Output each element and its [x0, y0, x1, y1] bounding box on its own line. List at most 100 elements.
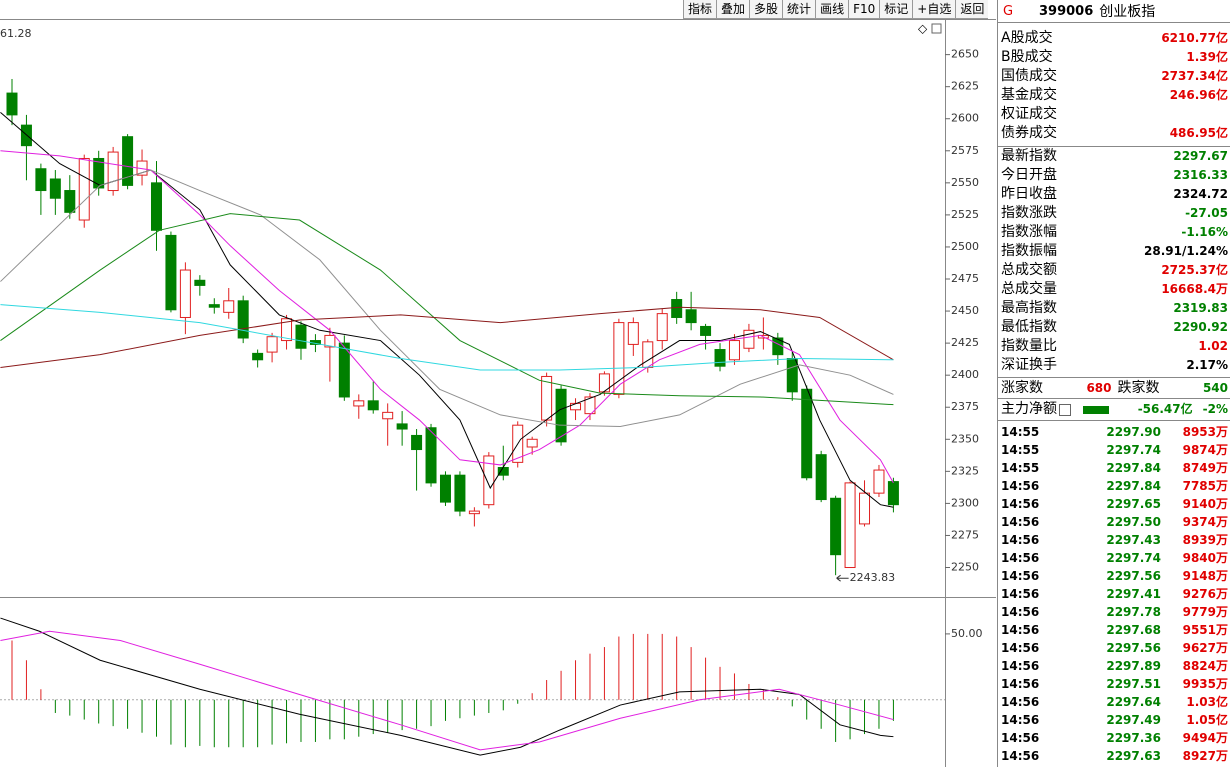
tick-price: 2297.74	[1106, 443, 1161, 457]
stat-row: B股成交 1.39亿	[998, 48, 1230, 67]
candle-body	[353, 400, 365, 407]
tick-volume: 1.03亿	[1186, 695, 1228, 709]
stat-row: 总成交量 16668.4万	[998, 280, 1230, 299]
y-tick-label: 2500	[951, 240, 979, 253]
stat-row: 最新指数 2297.67	[998, 147, 1230, 166]
stat-row: 深证换手 2.17%	[998, 356, 1230, 375]
ma-line	[0, 617, 894, 756]
candle-body	[49, 178, 61, 199]
tick-price: 2297.84	[1106, 461, 1161, 475]
stat-value: -27.05	[1185, 206, 1228, 220]
candle-body	[223, 300, 235, 313]
tick-volume: 8953万	[1182, 425, 1228, 439]
candle-body	[107, 151, 119, 192]
flow-icon	[1059, 404, 1071, 416]
icon[interactable]	[931, 23, 942, 34]
tick-price: 2297.56	[1106, 641, 1161, 655]
toolbar-button[interactable]: 多股	[749, 0, 783, 18]
tick-row: 14:56 2297.36 9494万	[998, 729, 1230, 747]
flow-pct: -2%	[1202, 402, 1228, 416]
toolbar-button[interactable]: 返回	[955, 0, 989, 18]
y-tick-label: 2450	[951, 304, 979, 317]
stat-label: 最高指数	[1001, 300, 1057, 316]
tick-time: 14:56	[1001, 587, 1040, 601]
stat-row: 指数量比 1.02	[998, 337, 1230, 356]
candle-body	[642, 341, 654, 368]
ma-line	[0, 169, 894, 427]
tick-volume: 8939万	[1182, 533, 1228, 547]
tick-row: 14:56 2297.43 8939万	[998, 531, 1230, 549]
candle-body	[801, 388, 813, 479]
stat-value: 6210.77亿	[1161, 31, 1228, 45]
stat-label: 最低指数	[1001, 319, 1057, 335]
y-tick-label: 2350	[951, 432, 979, 445]
tick-row: 14:56 2297.64 1.03亿	[998, 693, 1230, 711]
tick-time: 14:56	[1001, 659, 1040, 673]
annotation: 2243.83	[850, 571, 896, 584]
tick-price: 2297.50	[1106, 515, 1161, 529]
breadth-row: 涨家数 680 跌家数 540	[998, 378, 1230, 398]
tick-volume: 9551万	[1182, 623, 1228, 637]
candle-body	[208, 304, 220, 308]
tick-row: 14:55 2297.90 8953万	[998, 423, 1230, 441]
stat-row: 昨日收盘 2324.72	[998, 185, 1230, 204]
stat-row: 今日开盘 2316.33	[998, 166, 1230, 185]
separator	[998, 420, 1230, 421]
toolbar-button[interactable]: 画线	[815, 0, 849, 18]
toolbar-button[interactable]: +自选	[912, 0, 956, 18]
candle-body	[194, 279, 206, 286]
candle-body	[671, 299, 683, 318]
candle-body	[338, 342, 350, 398]
stat-row: 最高指数 2319.83	[998, 299, 1230, 318]
icon[interactable]: ◇	[918, 22, 928, 36]
tick-volume: 9779万	[1182, 605, 1228, 619]
tick-time: 14:56	[1001, 515, 1040, 529]
toolbar-button[interactable]: F10	[848, 0, 880, 18]
toolbar-button[interactable]: 标记	[879, 0, 913, 18]
candle-body	[700, 325, 712, 336]
tick-price: 2297.78	[1106, 605, 1161, 619]
tick-price: 2297.51	[1106, 677, 1161, 691]
tick-price: 2297.63	[1106, 749, 1161, 763]
stat-row: 权证成交	[998, 105, 1230, 124]
toolbar-button[interactable]: 叠加	[716, 0, 750, 18]
quote-panel: G 399006 创业板指 A股成交 6210.77亿 B股成交 1.39亿 国债成交 2737…	[997, 0, 1230, 767]
stat-value: 2290.92	[1173, 320, 1228, 334]
candle-body	[844, 482, 856, 569]
candle-body	[483, 455, 495, 506]
tick-time: 14:56	[1001, 497, 1040, 511]
name: 创业板指	[1099, 4, 1156, 20]
candle-body	[743, 329, 755, 349]
ma-line	[0, 213, 894, 406]
tick-time: 14:56	[1001, 569, 1040, 583]
candle-body	[454, 474, 466, 512]
stat-value: 2316.33	[1173, 168, 1228, 182]
candle-body	[295, 324, 307, 349]
tick-time: 14:56	[1001, 551, 1040, 565]
stat-row: 国债成交 2737.34亿	[998, 67, 1230, 86]
annotation: 61.28	[0, 27, 32, 40]
candle-body	[382, 411, 394, 420]
candle-body	[324, 334, 336, 348]
candle-body	[468, 510, 480, 515]
candle-body	[728, 340, 740, 361]
tick-price: 2297.89	[1106, 659, 1161, 673]
stat-label: 今日开盘	[1001, 167, 1057, 183]
toolbar-button[interactable]: 指标	[683, 0, 717, 18]
candle-body	[150, 182, 162, 231]
y-tick-label: 2300	[951, 496, 979, 509]
tick-row: 14:56 2297.65 9140万	[998, 495, 1230, 513]
tick-row: 14:56 2297.56 9627万	[998, 639, 1230, 657]
candle-body	[237, 300, 249, 339]
stat-row: 指数振幅 28.91/1.24%	[998, 242, 1230, 261]
toolbar-button[interactable]: 统计	[782, 0, 816, 18]
tick-row: 14:56 2297.41 9276万	[998, 585, 1230, 603]
candle-body	[6, 92, 18, 116]
candle-body	[35, 168, 47, 192]
stat-value: 28.91/1.24%	[1144, 244, 1228, 258]
stat-label: 指数量比	[1001, 338, 1057, 354]
stat-value: 2.17%	[1186, 358, 1228, 372]
stat-label: A股成交	[1001, 30, 1053, 46]
tick-volume: 9840万	[1182, 551, 1228, 565]
